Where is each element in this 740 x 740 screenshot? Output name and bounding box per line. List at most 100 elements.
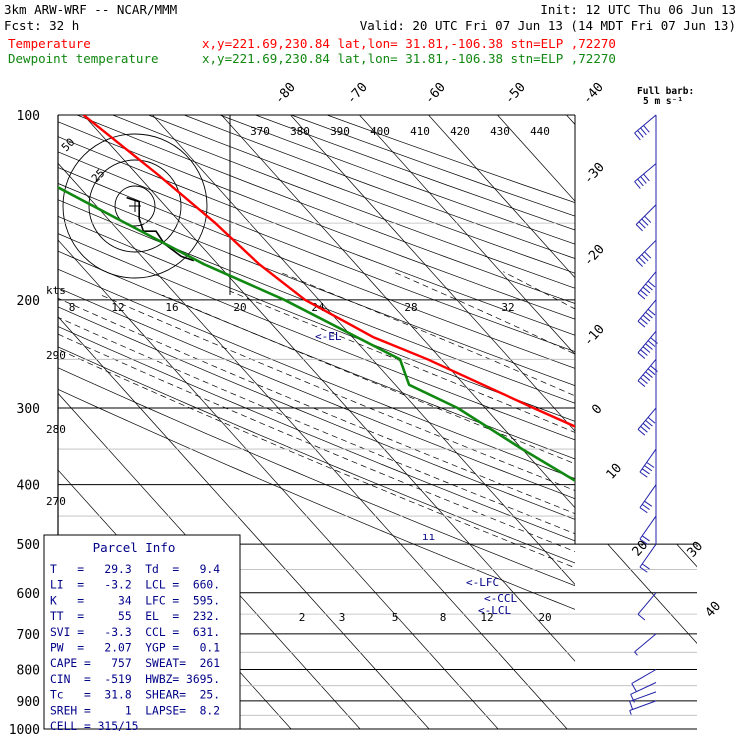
wind-barb-flag: [640, 176, 647, 184]
wind-barb-flag: [642, 423, 651, 430]
theta-tick-label: 420: [450, 125, 470, 138]
wind-barb-flag: [635, 224, 643, 232]
wind-barb-flag: [645, 420, 653, 427]
parcel-info-row: SREH = 1 LAPSE= 8.2: [50, 704, 220, 717]
wind-barb: [637, 359, 658, 387]
wind-barb-staff: [634, 633, 657, 653]
wind-barb-flag: [642, 346, 651, 353]
wind-barb-flag: [631, 683, 637, 692]
wind-barb-staff: [637, 592, 657, 615]
dry-adiabat-line: [58, 183, 575, 386]
speed-scale-label: 20: [233, 301, 246, 314]
dewpoint-legend-label: Dewpoint temperature: [8, 51, 159, 66]
ccl-marker-label: <-CCL: [484, 592, 517, 605]
wind-barb-staff: [629, 691, 657, 702]
el-marker-label: <-EL: [315, 330, 342, 343]
level-tick-marker: ıı: [422, 530, 435, 543]
pressure-tick-label: 700: [17, 628, 40, 643]
wind-barb: [639, 484, 657, 514]
wind-barb-flag: [644, 215, 652, 223]
dry-adiabat-line: [58, 326, 575, 542]
isotherm-line: [428, 115, 575, 279]
hodograph-kts-label: kts: [46, 284, 66, 297]
hodograph-background: [58, 115, 230, 295]
wind-barb-flag: [641, 535, 650, 542]
theta-tick-label: 270: [46, 495, 66, 508]
moist-adiabat-line: [58, 333, 575, 552]
wind-barb: [637, 592, 657, 621]
wind-barb: [635, 239, 657, 267]
wind-barb-staff: [637, 271, 657, 294]
wind-barb-flag: [641, 254, 649, 262]
temperature-profile-line: [82, 115, 575, 428]
isotherm-tick-label: -80: [272, 80, 299, 107]
wind-barb-flag: [643, 173, 650, 182]
wind-barb-flag: [634, 132, 641, 141]
dry-adiabat-line: [58, 268, 575, 479]
wind-barb-flag: [642, 314, 651, 322]
isotherm-line: [58, 392, 361, 729]
parcel-info-row: CAPE = 757 SWEAT= 261: [50, 657, 220, 670]
isotherm-tick-label: -70: [344, 80, 371, 107]
isotherm-tick-label: -10: [581, 322, 608, 349]
wind-barb-flag: [640, 426, 648, 433]
valid-time: Valid: 20 UTC Fri 07 Jun 13 (14 MDT Fri …: [360, 18, 736, 33]
mixing-ratio-tick-label: 5: [392, 611, 399, 624]
wind-barb-flag: [637, 130, 644, 138]
wind-barb: [637, 271, 657, 300]
barb-legend-title: Full barb:: [637, 86, 694, 97]
dewpoint-legend-info: x,y=221.69,230.84 lat,lon= 31.81,-106.38…: [202, 51, 616, 66]
isotherm-tick-label: -20: [581, 242, 608, 269]
dewpoint-profile-line: [58, 185, 575, 483]
dry-adiabat-line: [58, 388, 575, 610]
wind-barb-staff: [637, 299, 657, 322]
wind-barb-half-flag: [629, 710, 632, 715]
isotherm-tick-label: 40: [703, 599, 725, 621]
wind-barb: [634, 163, 657, 189]
wind-barb-flag: [645, 283, 653, 291]
parcel-info-row: CELL = 315/15: [50, 720, 138, 733]
wind-barb-staff: [637, 330, 657, 354]
wind-barb-flag: [640, 349, 648, 356]
wind-barb-flag: [637, 613, 646, 621]
pressure-tick-label: 500: [17, 538, 40, 553]
wind-barb-flag: [647, 340, 656, 347]
wind-barb: [629, 691, 657, 711]
wind-barb-flag: [635, 259, 643, 267]
wind-barb-flag: [640, 127, 647, 136]
parcel-info-row: SVI = -3.3 CCL = 631.: [50, 626, 220, 639]
dry-adiabat-line: [58, 233, 575, 441]
wind-barb-flag: [643, 125, 650, 133]
speed-scale-label: 8: [69, 301, 76, 314]
wind-barb-flag: [647, 280, 656, 288]
wind-barb-half-flag: [634, 651, 638, 656]
pressure-tick-label: 400: [17, 479, 40, 494]
wind-barb: [639, 515, 657, 545]
wind-barb: [637, 407, 657, 436]
wind-barb-flag: [637, 429, 646, 436]
pressure-tick-label: 600: [17, 587, 40, 602]
dry-adiabat-line: [58, 287, 575, 500]
wind-barb-flag: [639, 566, 648, 573]
wind-barb-staff: [634, 163, 657, 182]
isotherm-line: [58, 239, 499, 729]
theta-tick-label: 440: [530, 125, 550, 138]
wind-barb-flag: [634, 181, 641, 189]
wind-barb: [634, 633, 657, 656]
parcel-info-row: PW = 2.07 YGP = 0.1: [50, 642, 220, 655]
wind-barb-staff: [630, 682, 657, 695]
parcel-info-box: [43, 534, 241, 730]
isotherm-line-low: [607, 543, 697, 644]
mixing-ratio-tick-label: 2: [299, 611, 306, 624]
wind-barb-flag: [647, 308, 656, 316]
wind-barb-staff: [629, 700, 657, 711]
wind-barb-flag: [638, 257, 646, 265]
wind-barb: [629, 700, 657, 715]
wind-barb-flag: [647, 417, 656, 424]
isotherm-line: [83, 115, 575, 662]
wind-barb: [635, 204, 657, 232]
forecast-hour: Fcst: 32 h: [4, 18, 79, 33]
parcel-info-row: CIN = -519 HWBZ= 3695.: [50, 673, 220, 686]
parcel-info-row: Tc = 31.8 SHEAR= 25.: [50, 689, 220, 702]
